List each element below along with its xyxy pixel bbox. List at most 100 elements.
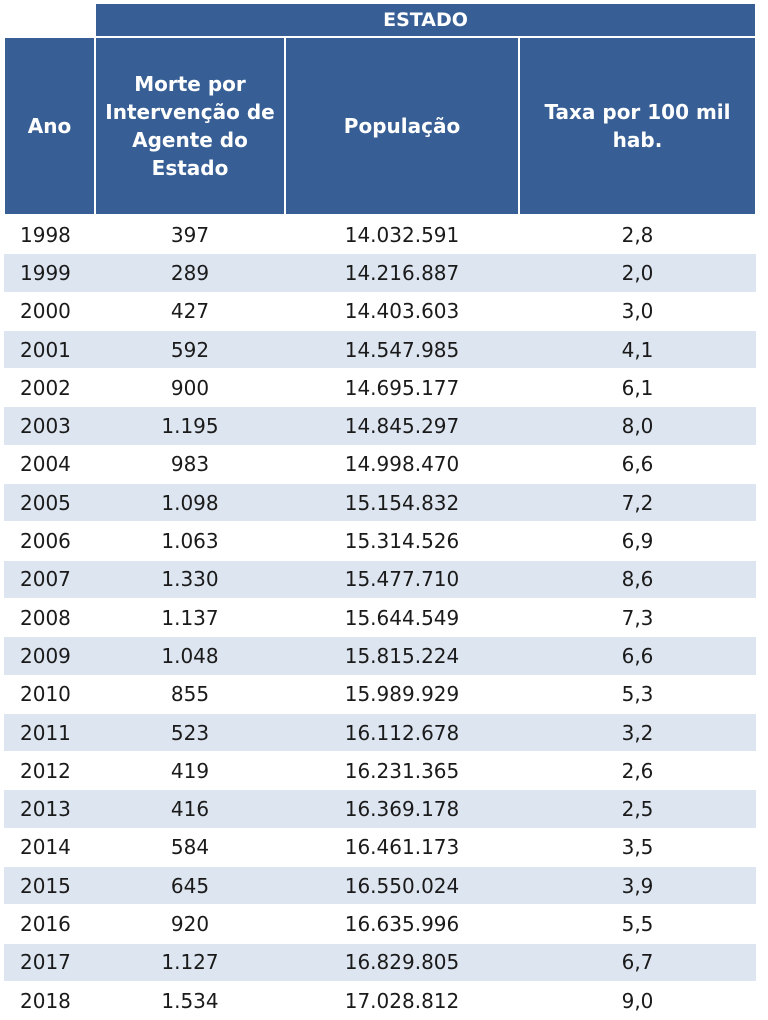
cell-mortes: 1.048 bbox=[95, 636, 285, 676]
cell-populacao: 14.845.297 bbox=[285, 406, 519, 446]
cell-mortes: 645 bbox=[95, 866, 285, 906]
cell-populacao: 14.032.591 bbox=[285, 215, 519, 255]
cell-ano: 2007 bbox=[4, 560, 95, 599]
cell-taxa: 3,2 bbox=[519, 713, 756, 753]
table-row: 2006 1.063 15.314.526 6,9 bbox=[4, 521, 756, 561]
cell-populacao: 14.403.603 bbox=[285, 292, 519, 331]
cell-ano: 2000 bbox=[4, 292, 95, 331]
cell-taxa: 6,6 bbox=[519, 636, 756, 676]
cell-populacao: 15.314.526 bbox=[285, 521, 519, 561]
group-header-estado: ESTADO bbox=[94, 2, 757, 38]
table-row: 2011 523 16.112.678 3,2 bbox=[4, 713, 756, 753]
cell-taxa: 6,6 bbox=[519, 445, 756, 485]
cell-mortes: 900 bbox=[95, 368, 285, 408]
table-row: 2004 983 14.998.470 6,6 bbox=[4, 445, 756, 485]
cell-taxa: 2,0 bbox=[519, 253, 756, 293]
cell-mortes: 1.330 bbox=[95, 560, 285, 599]
cell-taxa: 5,5 bbox=[519, 904, 756, 944]
cell-taxa: 7,3 bbox=[519, 598, 756, 638]
cell-taxa: 2,5 bbox=[519, 789, 756, 829]
table-row: 1998 397 14.032.591 2,8 bbox=[4, 215, 756, 255]
cell-populacao: 15.989.929 bbox=[285, 675, 519, 714]
cell-populacao: 15.644.549 bbox=[285, 598, 519, 638]
cell-taxa: 2,6 bbox=[519, 751, 756, 791]
cell-mortes: 1.063 bbox=[95, 521, 285, 561]
cell-taxa: 3,5 bbox=[519, 828, 756, 868]
table-row: 2008 1.137 15.644.549 7,3 bbox=[4, 598, 756, 638]
cell-ano: 2003 bbox=[4, 406, 95, 446]
column-header-mortes: Morte por Intervenção de Agente do Estad… bbox=[94, 36, 286, 216]
table-row: 2015 645 16.550.024 3,9 bbox=[4, 866, 756, 906]
cell-mortes: 523 bbox=[95, 713, 285, 753]
cell-populacao: 16.461.173 bbox=[285, 828, 519, 868]
cell-mortes: 419 bbox=[95, 751, 285, 791]
table-row: 2003 1.195 14.845.297 8,0 bbox=[4, 406, 756, 446]
cell-mortes: 416 bbox=[95, 789, 285, 829]
cell-populacao: 16.231.365 bbox=[285, 751, 519, 791]
cell-ano: 2009 bbox=[4, 636, 95, 676]
cell-ano: 2005 bbox=[4, 483, 95, 523]
cell-populacao: 14.998.470 bbox=[285, 445, 519, 485]
table-row: 2018 1.534 17.028.812 9,0 bbox=[4, 981, 756, 1020]
cell-populacao: 14.695.177 bbox=[285, 368, 519, 408]
cell-taxa: 8,0 bbox=[519, 406, 756, 446]
cell-mortes: 983 bbox=[95, 445, 285, 485]
table-row: 2017 1.127 16.829.805 6,7 bbox=[4, 943, 756, 982]
table-row: 2001 592 14.547.985 4,1 bbox=[4, 330, 756, 370]
table-row: 2016 920 16.635.996 5,5 bbox=[4, 904, 756, 944]
cell-taxa: 6,1 bbox=[519, 368, 756, 408]
cell-mortes: 1.098 bbox=[95, 483, 285, 523]
cell-mortes: 1.137 bbox=[95, 598, 285, 638]
table-row: 2010 855 15.989.929 5,3 bbox=[4, 675, 756, 714]
cell-ano: 2004 bbox=[4, 445, 95, 485]
group-header-row: ESTADO bbox=[3, 2, 757, 38]
cell-populacao: 16.369.178 bbox=[285, 789, 519, 829]
cell-mortes: 592 bbox=[95, 330, 285, 370]
cell-ano: 2016 bbox=[4, 904, 95, 944]
cell-ano: 2014 bbox=[4, 828, 95, 868]
cell-populacao: 15.154.832 bbox=[285, 483, 519, 523]
column-header-row: Ano Morte por Intervenção de Agente do E… bbox=[3, 36, 757, 216]
cell-taxa: 8,6 bbox=[519, 560, 756, 599]
data-table: ESTADO Ano Morte por Intervenção de Agen… bbox=[3, 2, 757, 1020]
table-row: 2000 427 14.403.603 3,0 bbox=[4, 292, 756, 331]
table-row: 2013 416 16.369.178 2,5 bbox=[4, 789, 756, 829]
column-header-populacao: População bbox=[284, 36, 520, 216]
cell-mortes: 920 bbox=[95, 904, 285, 944]
cell-populacao: 16.550.024 bbox=[285, 866, 519, 906]
cell-populacao: 16.112.678 bbox=[285, 713, 519, 753]
column-header-ano: Ano bbox=[3, 36, 96, 216]
cell-mortes: 855 bbox=[95, 675, 285, 714]
cell-taxa: 5,3 bbox=[519, 675, 756, 714]
cell-ano: 2011 bbox=[4, 713, 95, 753]
cell-taxa: 3,9 bbox=[519, 866, 756, 906]
header-spacer bbox=[3, 2, 96, 38]
cell-ano: 1999 bbox=[4, 253, 95, 293]
cell-mortes: 397 bbox=[95, 215, 285, 255]
table-row: 2012 419 16.231.365 2,6 bbox=[4, 751, 756, 791]
cell-ano: 2010 bbox=[4, 675, 95, 714]
table-body: 1998 397 14.032.591 2,8 1999 289 14.216.887 2,0… bbox=[4, 215, 756, 1020]
cell-populacao: 16.829.805 bbox=[285, 943, 519, 982]
cell-ano: 2017 bbox=[4, 943, 95, 982]
cell-ano: 2008 bbox=[4, 598, 95, 638]
cell-ano: 1998 bbox=[4, 215, 95, 255]
cell-taxa: 3,0 bbox=[519, 292, 756, 331]
cell-taxa: 6,9 bbox=[519, 521, 756, 561]
cell-mortes: 1.534 bbox=[95, 981, 285, 1020]
table-row: 2009 1.048 15.815.224 6,6 bbox=[4, 636, 756, 676]
cell-populacao: 17.028.812 bbox=[285, 981, 519, 1020]
table-row: 2002 900 14.695.177 6,1 bbox=[4, 368, 756, 408]
cell-populacao: 14.547.985 bbox=[285, 330, 519, 370]
column-header-taxa: Taxa por 100 mil hab. bbox=[518, 36, 757, 216]
cell-ano: 2012 bbox=[4, 751, 95, 791]
cell-ano: 2001 bbox=[4, 330, 95, 370]
cell-populacao: 15.815.224 bbox=[285, 636, 519, 676]
cell-ano: 2018 bbox=[4, 981, 95, 1020]
cell-mortes: 1.127 bbox=[95, 943, 285, 982]
table-row: 2014 584 16.461.173 3,5 bbox=[4, 828, 756, 868]
table-row: 1999 289 14.216.887 2,0 bbox=[4, 253, 756, 293]
cell-mortes: 289 bbox=[95, 253, 285, 293]
cell-ano: 2015 bbox=[4, 866, 95, 906]
table-row: 2005 1.098 15.154.832 7,2 bbox=[4, 483, 756, 523]
